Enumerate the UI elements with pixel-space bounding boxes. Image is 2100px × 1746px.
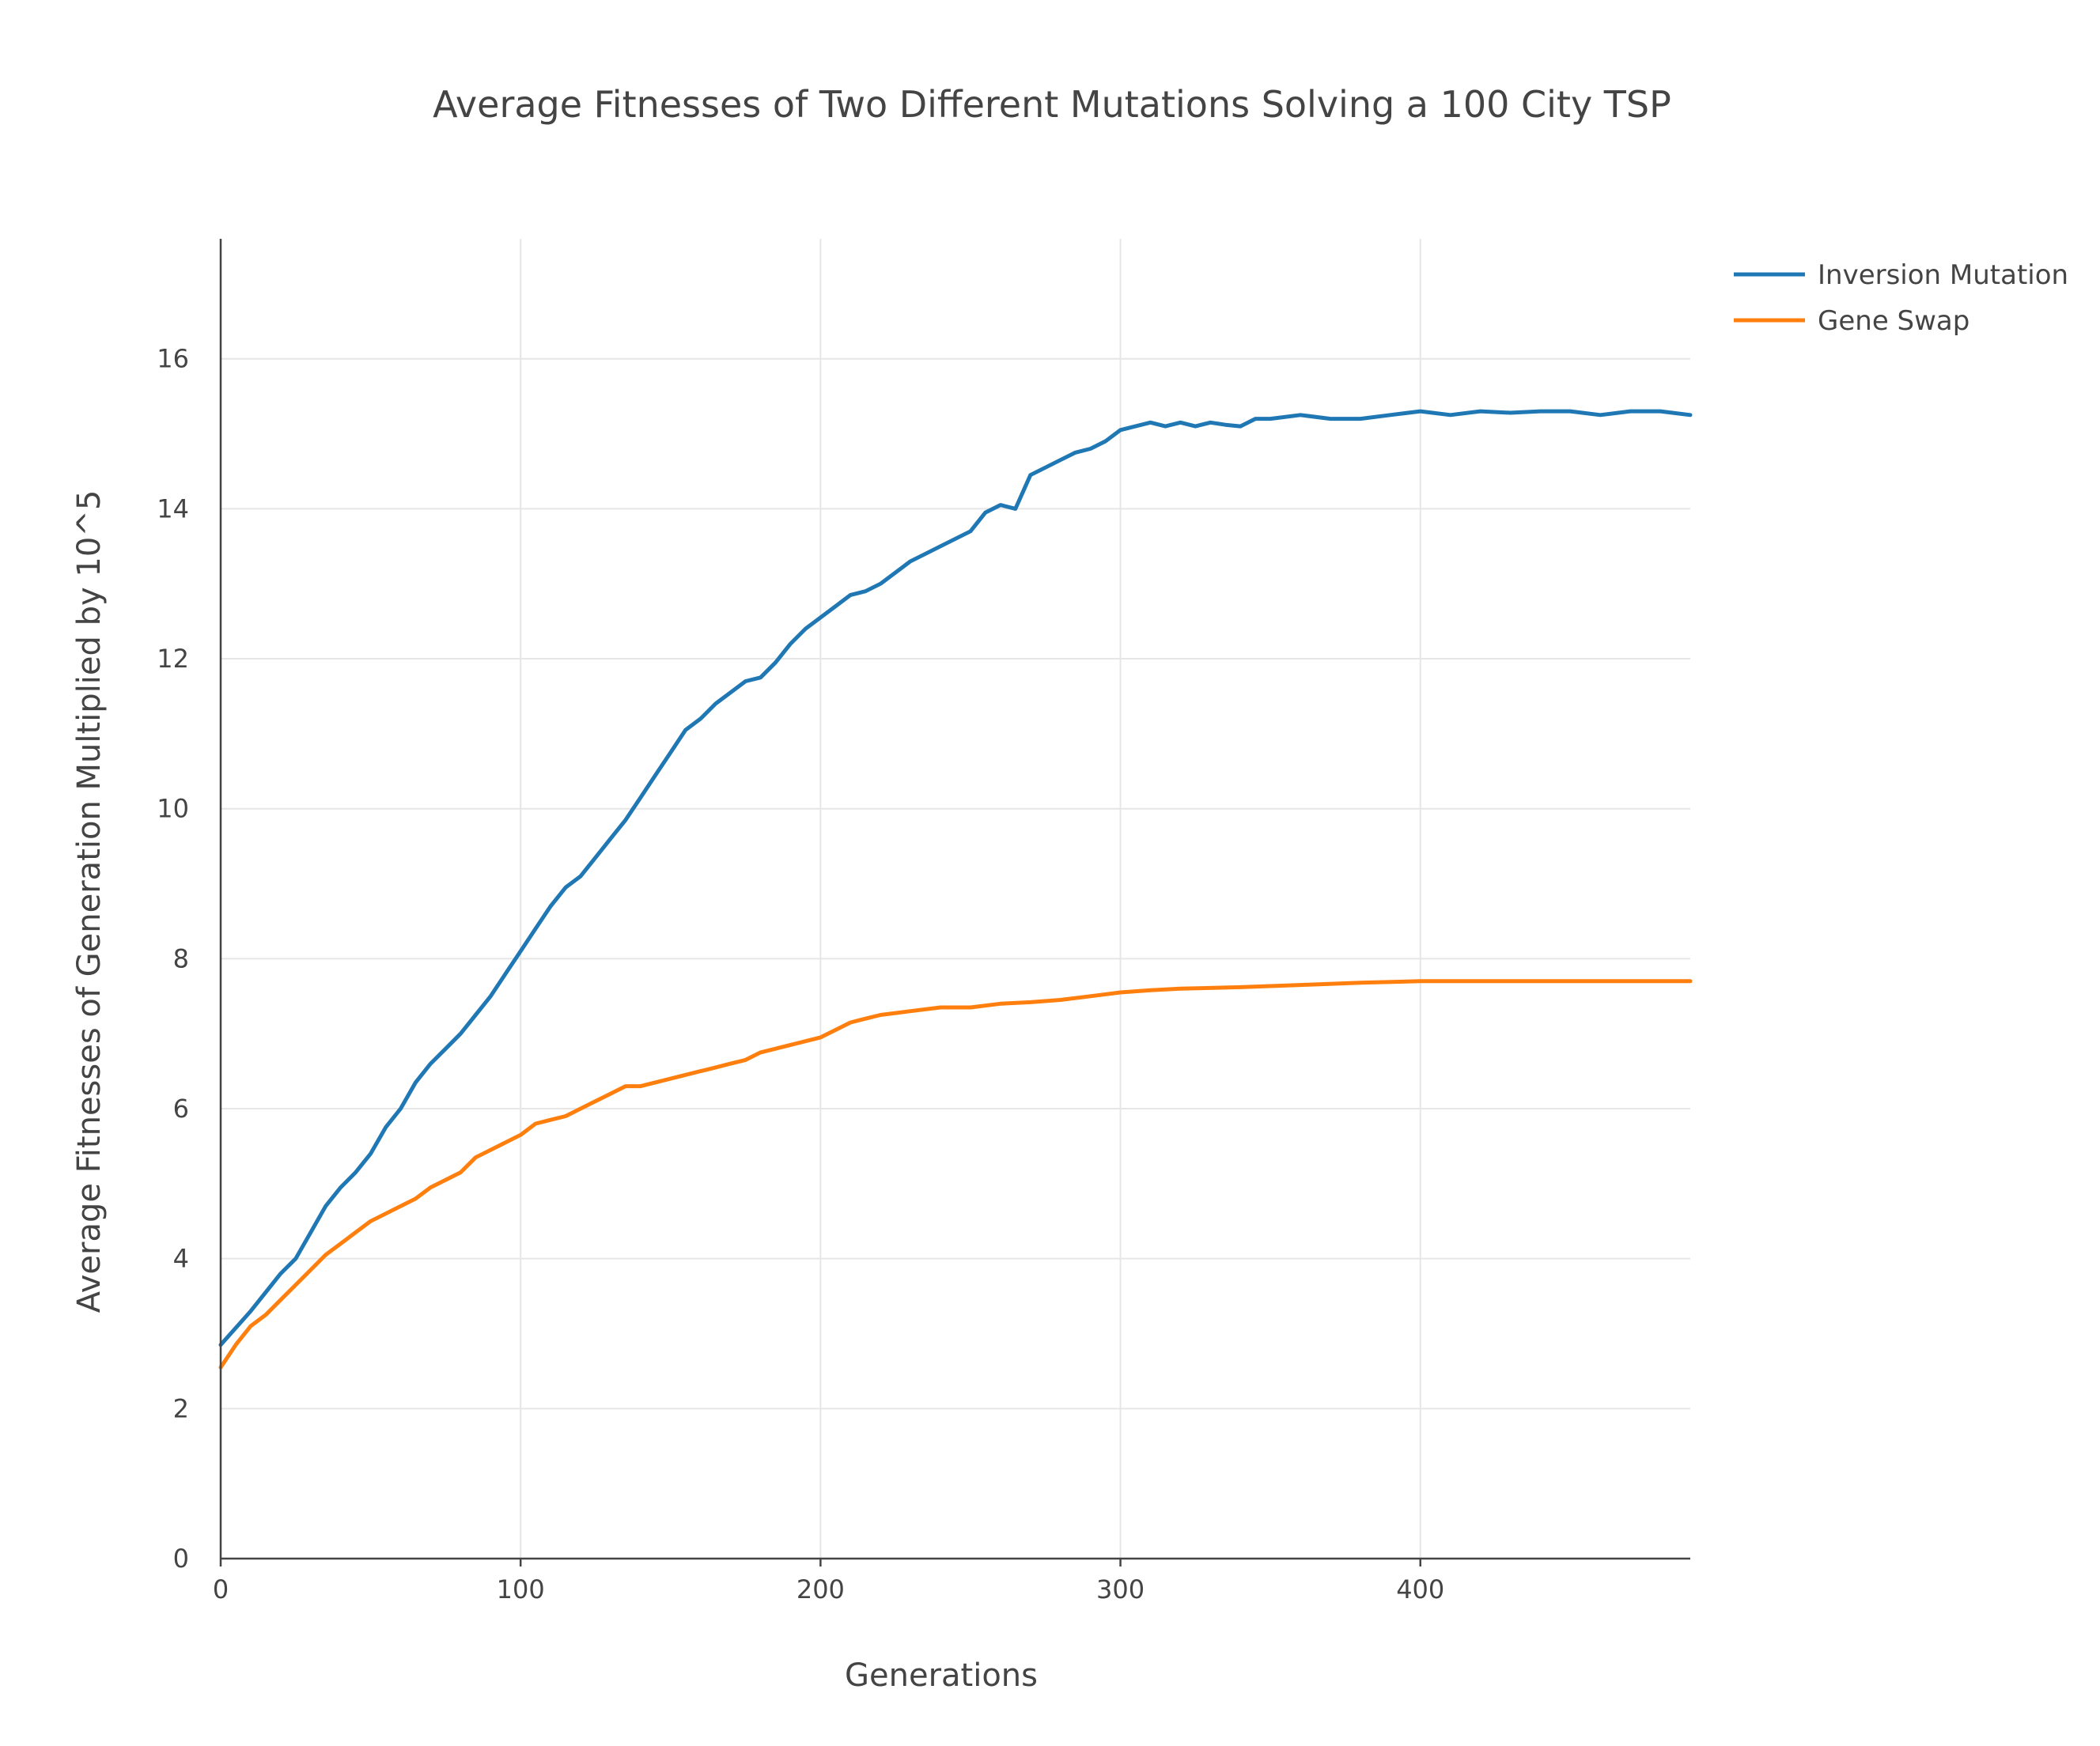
x-tick-label: 0: [213, 1574, 229, 1604]
y-tick-label: 16: [157, 344, 189, 374]
y-tick-label: 6: [173, 1094, 189, 1124]
x-tick-label: 400: [1396, 1574, 1444, 1604]
series-line-gene-swap: [218, 979, 1693, 1370]
y-tick-label: 8: [173, 943, 189, 973]
x-tick-label: 100: [497, 1574, 545, 1604]
axes: [219, 239, 1690, 1566]
series-lines: [218, 409, 1693, 1370]
y-tick-label: 10: [157, 794, 189, 824]
chart-title: Average Fitnesses of Two Different Mutat…: [433, 83, 1671, 126]
y-tick-label: 0: [173, 1544, 189, 1574]
tick-labels: 0 2 4 6 8 10 12 14 16 0 100 200 300 400: [157, 344, 1444, 1604]
y-tick-label: 12: [157, 644, 189, 674]
y-tick-label: 4: [173, 1244, 189, 1274]
x-axis-title: Generations: [845, 1657, 1038, 1694]
y-axis-title: Average Fitnesses of Generation Multipli…: [71, 490, 108, 1313]
legend-label: Inversion Mutation: [1818, 259, 2068, 291]
legend[interactable]: Inversion Mutation Gene Swap: [1734, 259, 2068, 337]
x-tick-label: 300: [1096, 1574, 1145, 1604]
series-line-inversion-mutation: [218, 409, 1693, 1347]
y-tick-label: 2: [173, 1393, 189, 1423]
x-tick-label: 200: [796, 1574, 845, 1604]
legend-item-gene-swap[interactable]: Gene Swap: [1734, 305, 1969, 337]
legend-label: Gene Swap: [1818, 305, 1969, 337]
y-tick-label: 14: [157, 493, 189, 523]
legend-item-inversion-mutation[interactable]: Inversion Mutation: [1734, 259, 2068, 291]
gridlines: [221, 239, 1690, 1559]
